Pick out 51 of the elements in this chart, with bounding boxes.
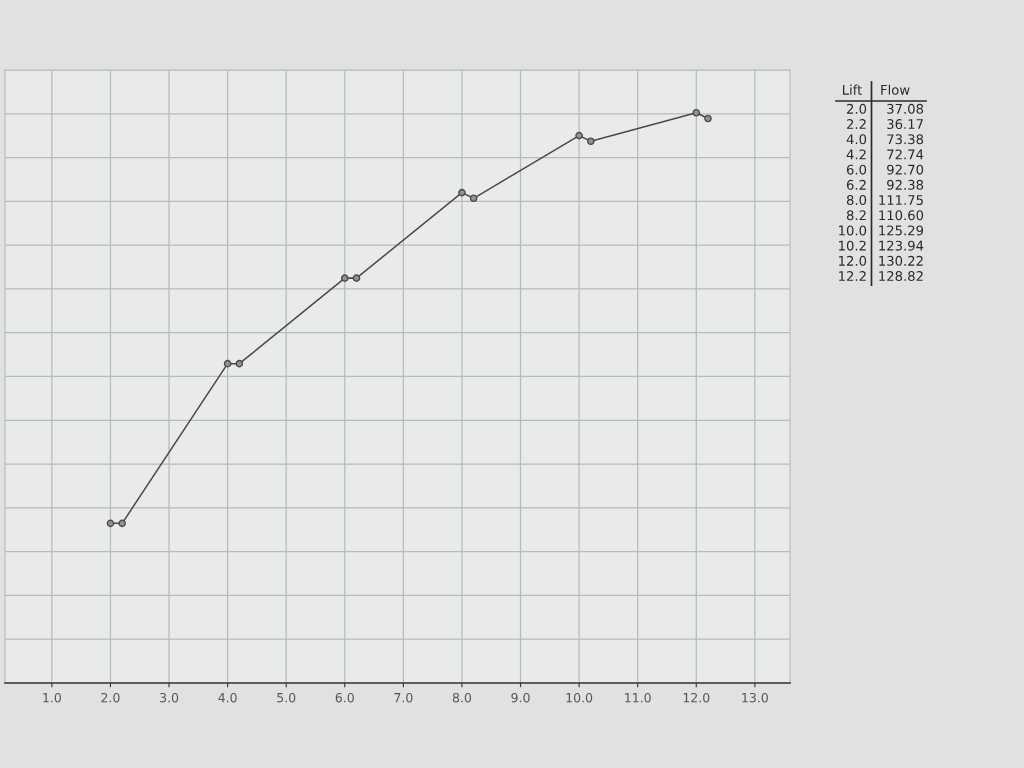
data-label: 123.94 <box>879 240 924 251</box>
data-label: 125.29 <box>879 225 924 236</box>
point <box>223 359 232 368</box>
category-label: 8.2 <box>846 210 866 221</box>
point <box>575 131 583 140</box>
x-tick-label: 2.0 <box>101 692 120 703</box>
category-label: 4.2 <box>846 149 866 160</box>
point <box>106 519 115 528</box>
x-tick-label: 10.0 <box>566 692 593 703</box>
point <box>469 194 478 203</box>
point <box>340 274 349 282</box>
point <box>235 359 244 368</box>
x-tick-label: 8.0 <box>452 692 472 703</box>
category-label: 6.0 <box>846 164 867 175</box>
x-tick-label: 6.0 <box>335 692 354 703</box>
category-label: 6.2 <box>846 179 866 190</box>
data-label: 92.70 <box>887 164 924 175</box>
x-tick-label: 9.0 <box>511 692 530 703</box>
x-tick-label: 4.0 <box>218 692 237 703</box>
category-label: 2.2 <box>846 119 866 129</box>
category-label: 10.2 <box>839 240 866 251</box>
data-label: 130.22 <box>879 255 923 266</box>
data-label: 37.08 <box>887 103 924 114</box>
category-label: 8.0 <box>846 195 867 206</box>
data-label: 128.82 <box>879 271 923 282</box>
category-label: 4.0 <box>846 134 867 145</box>
category-label: 2.0 <box>846 103 867 114</box>
category-label: 12.0 <box>839 255 867 266</box>
x-tick-label: 11.0 <box>625 692 651 703</box>
data-label: 36.17 <box>887 119 923 130</box>
x-tick-label: 3.0 <box>160 692 179 703</box>
data-label: 73.38 <box>887 134 924 145</box>
point <box>118 519 126 528</box>
x-tick-label: 13.0 <box>742 692 768 703</box>
data-label: 111.75 <box>879 195 923 206</box>
point <box>352 274 361 282</box>
x-tick-label: 12.0 <box>683 692 710 703</box>
x-tick-label: 7.0 <box>394 692 413 703</box>
data-label: 110.60 <box>879 210 924 221</box>
point <box>587 137 595 146</box>
x-tick-label: 5.0 <box>277 692 296 703</box>
text: Flow <box>881 84 910 95</box>
text: Lift <box>842 84 862 95</box>
point <box>692 108 701 117</box>
data-label: 92.38 <box>887 179 924 190</box>
point <box>704 114 712 123</box>
x-tick-label: 1.0 <box>43 692 61 703</box>
category-label: 10.0 <box>839 225 867 236</box>
category-label: 12.2 <box>839 271 866 281</box>
point <box>458 188 466 197</box>
data-label: 72.74 <box>887 149 924 160</box>
